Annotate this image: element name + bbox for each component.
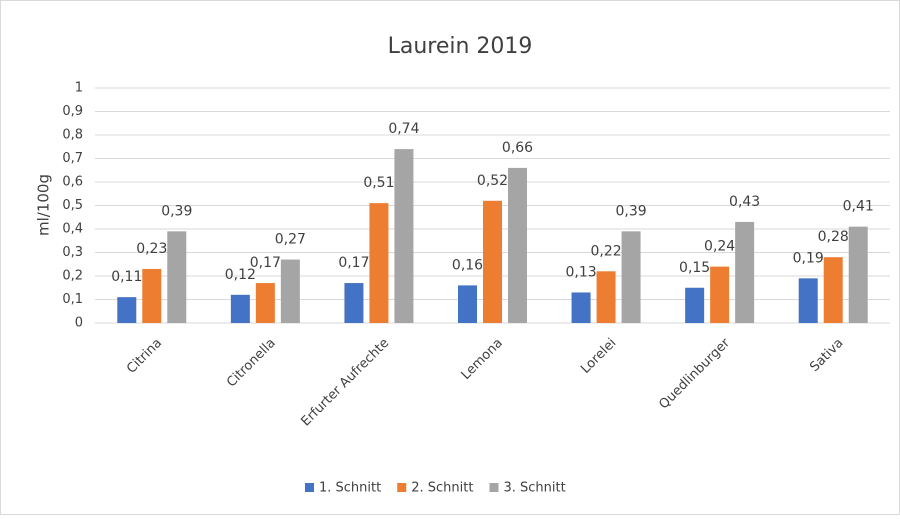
bar — [798, 278, 818, 323]
data-label: 0,12 — [225, 267, 256, 283]
data-label: 0,13 — [565, 264, 596, 280]
bar — [230, 294, 250, 323]
data-label: 0,28 — [818, 229, 849, 245]
bar — [848, 226, 868, 323]
legend-label: 1. Schnitt — [319, 481, 381, 496]
y-tick-label: 0,4 — [62, 222, 83, 237]
bar — [117, 297, 137, 323]
data-label: 0,17 — [250, 255, 281, 271]
bar — [255, 283, 275, 323]
y-tick-label: 1 — [75, 81, 83, 96]
data-label: 0,41 — [843, 199, 874, 215]
bar — [369, 203, 389, 323]
bar — [483, 200, 502, 323]
y-axis-label: ml/100g — [35, 174, 53, 236]
bar — [458, 285, 477, 323]
data-label: 0,66 — [502, 140, 533, 156]
bar — [167, 231, 187, 323]
bar — [685, 287, 705, 323]
data-label: 0,17 — [338, 255, 369, 271]
data-label: 0,43 — [729, 194, 760, 210]
bar — [823, 257, 843, 323]
data-label: 0,52 — [477, 173, 508, 189]
data-label: 0,11 — [111, 269, 142, 285]
data-label: 0,39 — [615, 203, 646, 219]
data-label: 0,19 — [793, 250, 824, 266]
data-label: 0,23 — [136, 241, 167, 257]
data-label: 0,16 — [452, 257, 483, 273]
data-label: 0,27 — [275, 232, 306, 248]
legend-swatch — [305, 483, 314, 492]
bar — [735, 221, 755, 323]
bar — [596, 271, 616, 323]
bar — [571, 292, 591, 323]
data-label: 0,51 — [363, 175, 394, 191]
y-tick-label: 0,9 — [62, 104, 83, 119]
bar — [394, 149, 414, 323]
legend-swatch — [397, 483, 407, 492]
bar — [710, 266, 730, 323]
y-tick-label: 0,3 — [62, 245, 83, 260]
data-label: 0,24 — [704, 239, 735, 255]
bar — [344, 283, 364, 323]
legend-swatch — [489, 483, 499, 492]
y-tick-label: 0,5 — [62, 198, 83, 213]
data-label: 0,15 — [679, 260, 710, 276]
data-label: 0,74 — [388, 121, 419, 137]
y-tick-label: 0,8 — [62, 128, 83, 143]
chart-title: Laurein 2019 — [388, 34, 533, 59]
data-label: 0,39 — [161, 203, 192, 219]
bar — [621, 231, 641, 323]
data-label: 0,22 — [590, 243, 621, 259]
bar — [142, 268, 162, 323]
y-tick-label: 0,1 — [62, 292, 83, 307]
y-tick-label: 0,7 — [62, 151, 83, 166]
bar — [508, 167, 527, 323]
y-tick-label: 0,2 — [62, 269, 83, 284]
legend-label: 3. Schnitt — [503, 481, 565, 496]
y-tick-label: 0,6 — [62, 175, 83, 190]
y-tick-label: 0 — [75, 316, 83, 331]
legend-label: 2. Schnitt — [411, 481, 473, 496]
bar — [280, 259, 300, 323]
